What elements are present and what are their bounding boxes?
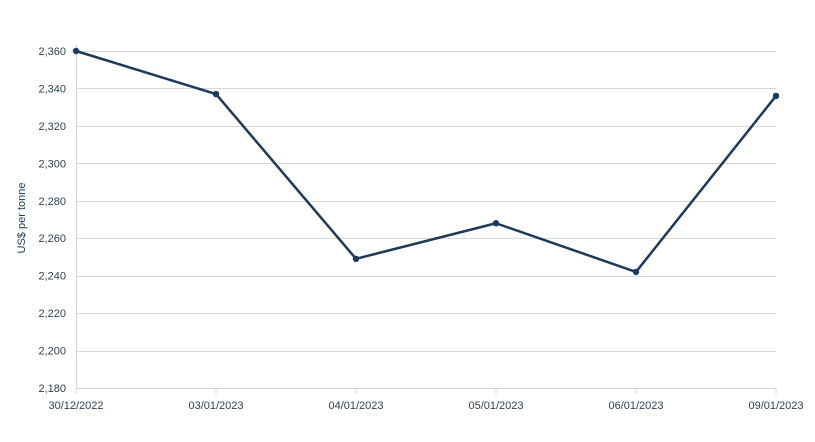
y-axis-title: US$ per tonne	[16, 183, 28, 254]
y-tick-label: 2,260	[38, 233, 66, 245]
y-tick-label: 2,180	[38, 383, 66, 395]
x-tick-label: 30/12/2022	[48, 400, 103, 412]
x-tick-label: 05/01/2023	[468, 400, 523, 412]
data-point[interactable]	[352, 255, 360, 263]
data-point[interactable]	[72, 47, 80, 55]
x-tick-label: 03/01/2023	[188, 400, 243, 412]
y-tick-label: 2,300	[38, 158, 66, 170]
y-tick-label: 2,240	[38, 271, 66, 283]
series-layer	[72, 47, 780, 276]
x-axis-tick-labels: 30/12/2022 03/01/2023 04/01/2023 05/01/2023…	[48, 400, 803, 412]
y-tick-label: 2,220	[38, 308, 66, 320]
data-point[interactable]	[772, 92, 780, 100]
y-tick-label: 2,280	[38, 196, 66, 208]
x-tick-label: 04/01/2023	[328, 400, 383, 412]
x-tick-label: 09/01/2023	[748, 400, 803, 412]
x-tick-label: 06/01/2023	[608, 400, 663, 412]
axes	[75, 45, 777, 394]
series-line	[75, 49, 777, 274]
y-tick-label: 2,200	[38, 346, 66, 358]
data-point[interactable]	[212, 90, 220, 98]
y-tick-label: 2,360	[38, 46, 66, 58]
data-point[interactable]	[632, 268, 640, 276]
data-point[interactable]	[492, 220, 500, 227]
y-tick-label: 2,320	[38, 121, 66, 133]
y-axis-tick-labels: 2,180 2,200 2,220 2,240 2,260 2,280 2,300 2,320…	[38, 46, 66, 395]
grid-lines	[76, 51, 776, 352]
y-tick-label: 2,340	[38, 83, 66, 95]
